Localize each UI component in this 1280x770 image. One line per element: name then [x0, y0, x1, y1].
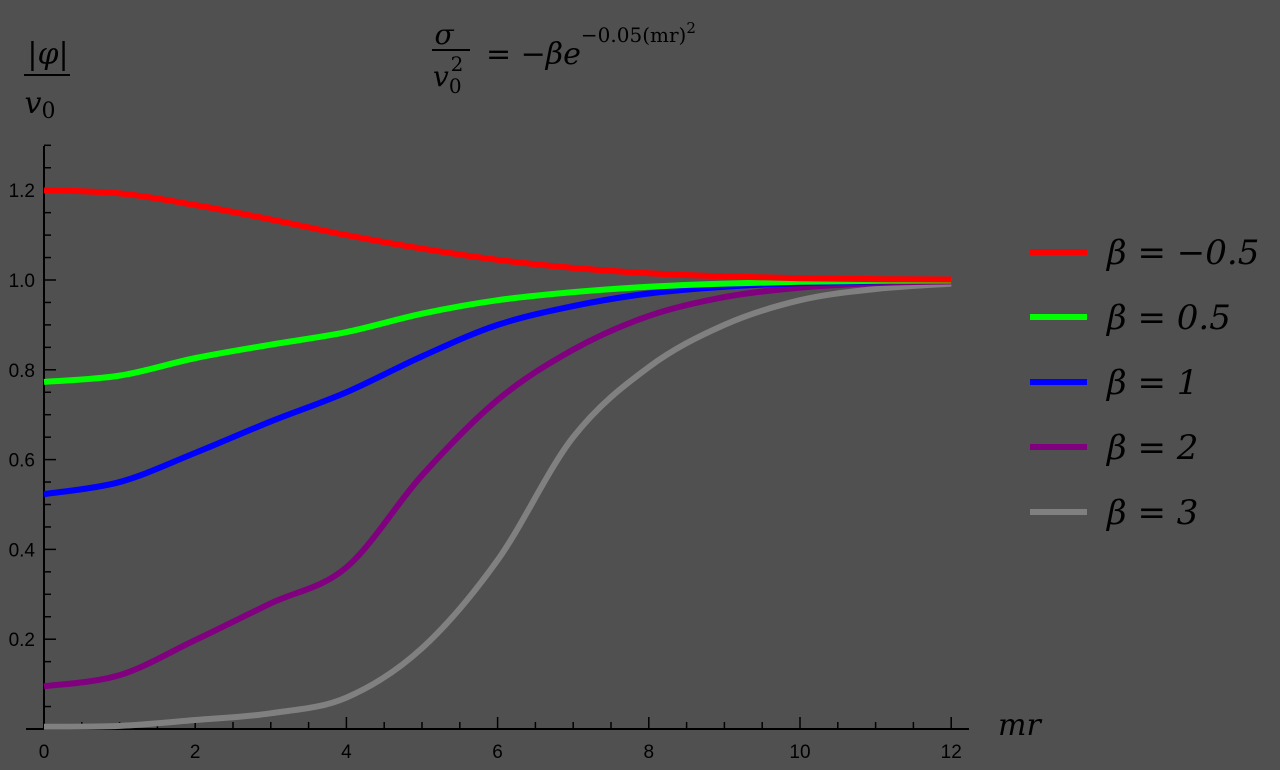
y-label-numerator: |φ| [27, 37, 68, 72]
y-ticks: 0.2 0.4 0.6 0.8 1.0 1.2 [9, 144, 56, 708]
series-line [43, 278, 952, 690]
series-line [43, 187, 952, 283]
series-lines [43, 187, 952, 730]
x-tick-label: 0 [39, 742, 50, 763]
legend-label: β = 1 [1105, 363, 1198, 403]
legend-label: β = 3 [1105, 493, 1198, 533]
x-tick-label: 6 [492, 742, 503, 763]
series-line [43, 280, 952, 730]
y-tick-label: 0.2 [9, 630, 35, 651]
y-tick-label: 0.4 [9, 540, 36, 561]
y-axis-label: |φ| v0 [24, 37, 70, 124]
legend-item: β = 3 [1030, 493, 1198, 533]
series-line [43, 277, 952, 498]
axes: 0.2 0.4 0.6 0.8 1.0 1.2 0 2 4 6 8 10 12 [9, 144, 969, 763]
legend-label: β = 2 [1105, 428, 1198, 468]
legend-item: β = −0.5 [1030, 233, 1259, 273]
x-axis-label: mr [998, 708, 1042, 743]
y-tick-label: 1.2 [9, 181, 35, 202]
legend-label: β = −0.5 [1105, 233, 1259, 273]
legend: β = −0.5 β = 0.5 β = 1 β = 2 β = 3 [1030, 233, 1259, 533]
title-denominator: v02 [433, 52, 463, 98]
legend-item: β = 2 [1030, 428, 1198, 468]
legend-label: β = 0.5 [1105, 298, 1231, 338]
x-tick-label: 12 [941, 742, 962, 763]
series-line [43, 277, 952, 385]
chart-title: σ v02 = −βe−0.05(mr)2 [432, 18, 696, 98]
y-label-denominator: v0 [25, 86, 56, 124]
y-tick-label: 0.6 [9, 451, 35, 472]
y-tick-label: 0.8 [9, 361, 35, 382]
x-tick-label: 8 [644, 742, 655, 763]
x-tick-label: 2 [190, 742, 201, 763]
legend-item: β = 0.5 [1030, 298, 1231, 338]
title-numerator: σ [434, 18, 454, 51]
x-ticks: 0 2 4 6 8 10 12 [39, 717, 962, 763]
x-tick-label: 10 [789, 742, 810, 763]
title-rhs: = −βe−0.05(mr)2 [486, 19, 696, 72]
y-tick-label: 1.0 [9, 271, 35, 292]
x-tick-label: 4 [341, 742, 352, 763]
legend-item: β = 1 [1030, 363, 1198, 403]
